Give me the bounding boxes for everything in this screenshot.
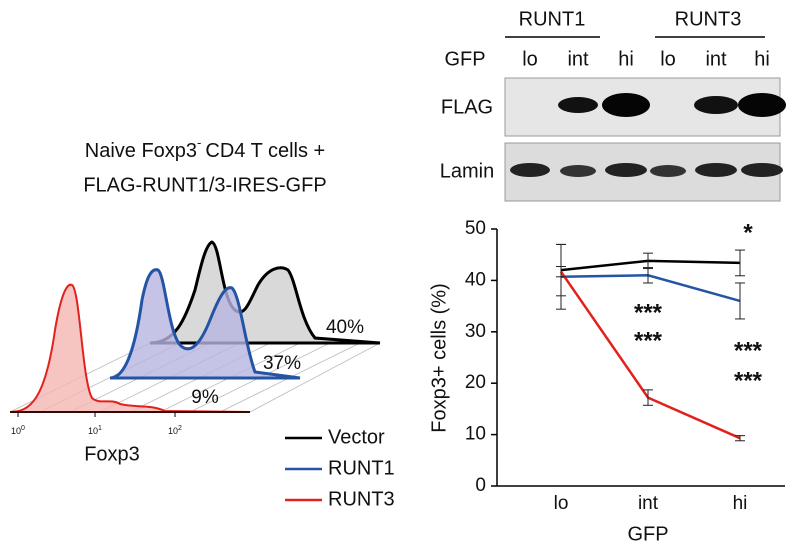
band — [558, 97, 598, 113]
legend: Vector RUNT1 RUNT3 — [285, 426, 395, 510]
tick-exp: 0 — [21, 425, 25, 432]
title-rest: CD4 T cells + — [205, 140, 325, 162]
band — [650, 165, 686, 177]
significance: *** — [634, 327, 663, 354]
percent-label: 9% — [191, 387, 219, 408]
error-bar — [643, 267, 653, 284]
tick-base: 10 — [88, 426, 98, 436]
band — [602, 93, 650, 117]
band — [510, 163, 550, 177]
significance: *** — [734, 367, 763, 394]
legend-label: Vector — [328, 426, 385, 448]
line-chart: Foxp3+ cells (%) GFP 0 10 20 30 40 50 lo int hi *… — [428, 218, 785, 545]
flow-tick-label: 100 — [11, 425, 25, 437]
x-tick-label: hi — [733, 493, 748, 514]
significance: *** — [634, 299, 663, 326]
error-bar — [735, 249, 745, 277]
percent-label: 37% — [263, 353, 301, 374]
title-main: Naive Foxp3 — [85, 140, 197, 162]
y-tick-label: 50 — [465, 218, 486, 239]
tick-base: 10 — [11, 426, 21, 436]
significance: *** — [734, 337, 763, 364]
tick-exp: 1 — [98, 425, 102, 432]
flow-tick-label: 102 — [168, 425, 182, 437]
error-bar — [556, 266, 566, 278]
runt3-histogram — [9, 283, 251, 413]
x-tick-label: int — [638, 493, 659, 514]
flow-histograms — [9, 240, 381, 413]
panel-label: Lamin — [440, 160, 494, 182]
group-label: RUNT1 — [519, 8, 586, 30]
flow-ticks: 100 101 102 — [11, 412, 182, 436]
band — [605, 163, 647, 177]
lane-label: hi — [618, 48, 634, 70]
percent-label: 40% — [326, 317, 364, 338]
blot: RUNT1 RUNT3 GFP lo int hi lo int hi FLAG… — [440, 8, 786, 202]
series-line — [559, 270, 741, 440]
band — [560, 165, 596, 177]
flow-xlabel: Foxp3 — [84, 443, 140, 465]
flow-title: Naive Foxp3- CD4 T cells + — [85, 135, 326, 162]
group-label: RUNT3 — [675, 8, 742, 30]
y-tick-label: 10 — [465, 424, 486, 445]
title-sup: - — [197, 135, 201, 150]
y-axis-label: Foxp3+ cells (%) — [428, 283, 450, 433]
lane-label: lo — [660, 48, 676, 70]
tick-base: 10 — [168, 426, 178, 436]
error-bar — [735, 435, 745, 442]
flow-tick-label: 101 — [88, 425, 102, 437]
row-label: GFP — [444, 48, 485, 70]
legend-label: RUNT3 — [328, 488, 395, 510]
significance: * — [743, 219, 753, 246]
band — [694, 96, 738, 114]
y-tick-label: 0 — [475, 475, 486, 496]
flow-title-line2: FLAG-RUNT1/3-IRES-GFP — [83, 174, 326, 196]
error-bar — [735, 282, 745, 320]
x-axis-label: GFP — [627, 523, 668, 545]
legend-label: RUNT1 — [328, 457, 395, 479]
error-bar — [643, 389, 653, 406]
y-tick-label: 20 — [465, 372, 486, 393]
series-line — [560, 274, 741, 303]
y-tick-label: 30 — [465, 321, 486, 342]
lane-label: lo — [522, 48, 538, 70]
lane-label: int — [705, 48, 727, 70]
y-tick-label: 40 — [465, 269, 486, 290]
band — [738, 93, 786, 117]
band — [741, 163, 783, 177]
band — [695, 163, 737, 177]
runt1-histogram — [109, 268, 301, 380]
tick-exp: 2 — [178, 425, 182, 432]
lane-label: int — [567, 48, 589, 70]
lane-label: hi — [754, 48, 770, 70]
panel-label: FLAG — [441, 96, 493, 118]
x-tick-label: lo — [554, 493, 569, 514]
